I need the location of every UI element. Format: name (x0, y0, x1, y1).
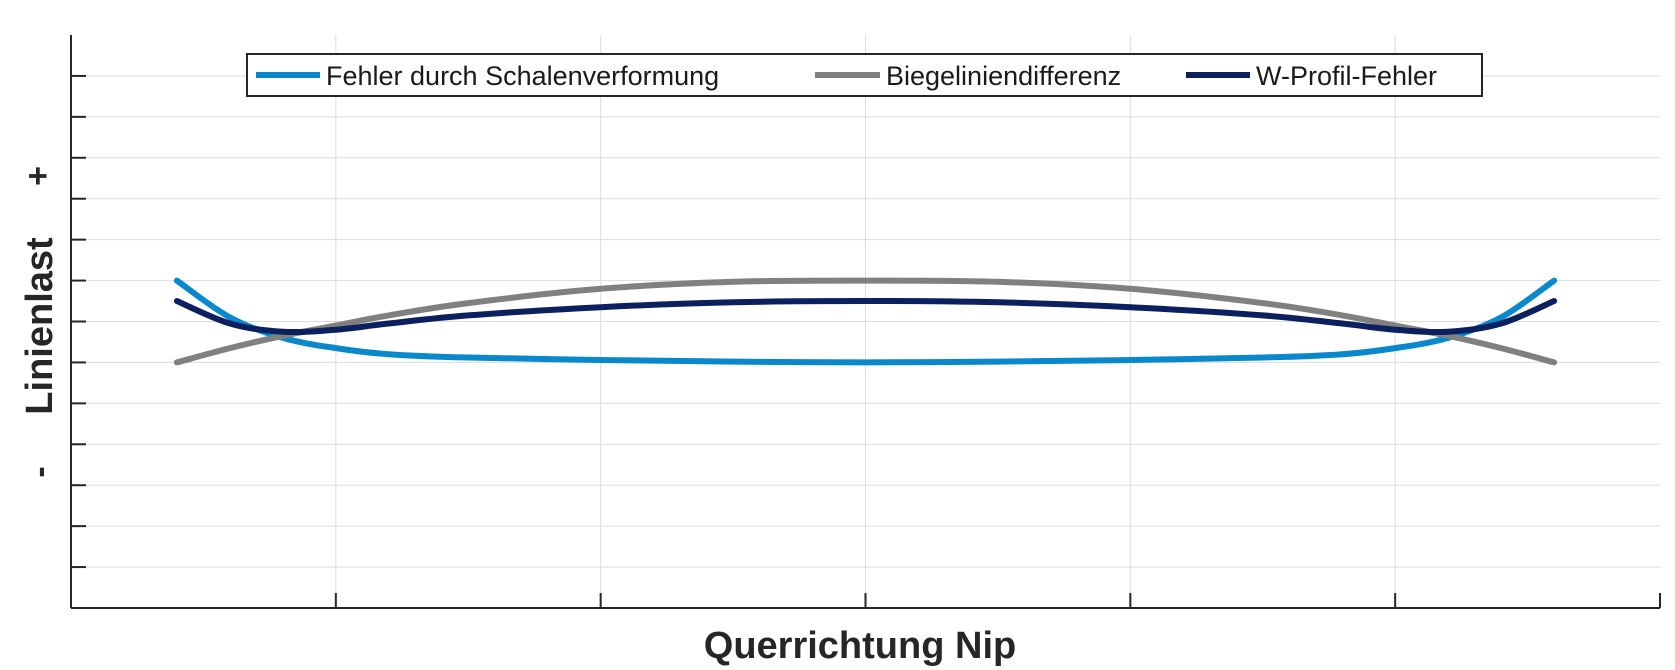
series-line-w-profil-fehler (173, 298, 1558, 336)
series-line-fehler-durch-schalenverformung (173, 277, 1558, 366)
legend-label-biegeliniendifferenz: Biegeliniendifferenz (886, 61, 1121, 91)
legend: Fehler durch Schalenverformung Biegelini… (246, 53, 1483, 97)
legend-label-w-profil-fehler: W-Profil-Fehler (1256, 61, 1437, 91)
y-axis-plus-sign: + (19, 166, 57, 186)
series-lines (173, 277, 1558, 366)
x-axis-label: Querrichtung Nip (704, 625, 1016, 667)
y-axis-label: Linienlast (19, 237, 61, 415)
y-axis-minus-sign: - (21, 466, 59, 477)
legend-label-schalenverformung: Fehler durch Schalenverformung (326, 61, 719, 91)
grid-lines (71, 35, 1660, 608)
axes (70, 35, 1661, 609)
series-line-biegeliniendifferenz (173, 277, 1558, 366)
